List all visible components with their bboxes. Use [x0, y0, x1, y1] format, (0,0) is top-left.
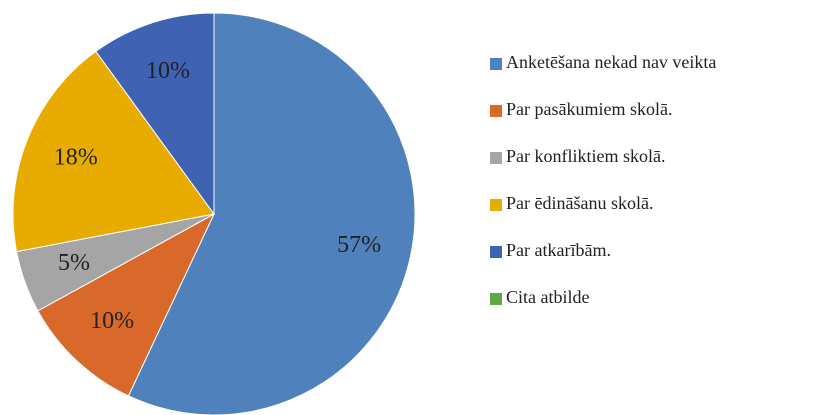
legend-label: Anketēšana nekad nav veikta [506, 52, 716, 72]
pie-slice [127, 12, 416, 415]
data-label: 57% [337, 232, 381, 258]
legend-label: Par pasākumiem skolā. [506, 99, 672, 119]
pie-slice [95, 12, 215, 216]
legend-swatch [490, 199, 502, 211]
data-label: 10% [90, 308, 134, 334]
legend-swatch [490, 293, 502, 305]
legend-label: Cita atbilde [506, 287, 589, 307]
legend-label: Par ēdināšanu skolā. [506, 193, 653, 213]
pie-slice [12, 50, 215, 253]
legend-swatch [490, 152, 502, 164]
legend-swatch [490, 105, 502, 117]
data-label: 18% [54, 145, 98, 171]
legend-swatch [490, 246, 502, 258]
legend-swatch [490, 58, 502, 70]
pie-slice [37, 212, 216, 397]
legend-label: Par atkarībām. [506, 240, 611, 260]
data-label: 5% [58, 250, 90, 276]
legend-label: Par konfliktiem skolā. [506, 146, 665, 166]
data-label: 10% [146, 58, 190, 84]
